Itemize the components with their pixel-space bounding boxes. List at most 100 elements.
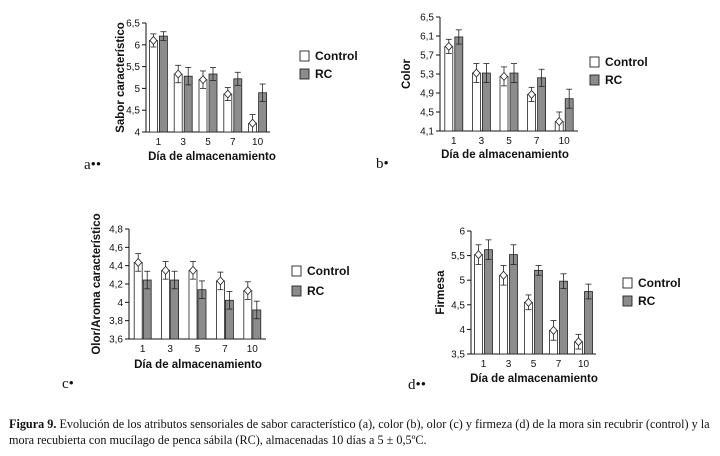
x-tick-label: 1 bbox=[140, 344, 146, 355]
x-tick-label: 3 bbox=[506, 359, 512, 370]
legend-swatch-rc bbox=[299, 68, 310, 80]
chart-panel-d: 3,5 4 4,5 5 5,5 6 1 3 5 7 10 Día de almacenamiento F… bbox=[408, 227, 681, 394]
bar-rc-5 bbox=[534, 269, 543, 355]
bar-rc-1 bbox=[158, 35, 168, 133]
x-tick-label: 1 bbox=[451, 136, 457, 147]
x-tick-label: 7 bbox=[230, 137, 236, 148]
legend-swatch-control bbox=[622, 277, 633, 289]
y-tick-label: 5 bbox=[459, 276, 465, 287]
bar-control-1 bbox=[148, 40, 158, 133]
x-tick-label: 10 bbox=[559, 136, 571, 147]
x-axis-label: Día de almacenamiento bbox=[148, 151, 276, 163]
y-axis-label: Color bbox=[401, 58, 413, 89]
legend-swatch-control bbox=[299, 50, 310, 62]
point-marker bbox=[444, 41, 453, 52]
bar-rc-1 bbox=[484, 249, 493, 355]
y-tick-label: 6 bbox=[459, 227, 465, 238]
point-marker bbox=[223, 89, 232, 99]
x-tick-label: 1 bbox=[156, 137, 162, 148]
caption-label: Figura 9. bbox=[9, 417, 57, 431]
y-tick-label: 6,1 bbox=[420, 32, 434, 43]
bar-rc-3 bbox=[509, 254, 518, 355]
legend-swatch-rc bbox=[622, 295, 633, 307]
legend-label-rc: RC bbox=[638, 294, 656, 308]
point-marker bbox=[216, 276, 225, 286]
point-marker bbox=[555, 116, 564, 127]
legend-swatch-rc bbox=[291, 285, 302, 297]
y-tick-label: 4,9 bbox=[420, 89, 434, 100]
point-marker bbox=[134, 257, 143, 268]
legend-label-control: Control bbox=[307, 264, 350, 278]
legend-label-control: Control bbox=[605, 55, 648, 69]
chart-panel-c: 3,6 3,8 4 4,2 4,4 4,6 4,8 1 3 5 7 10 Día de almacena… bbox=[62, 213, 350, 392]
caption-text: Evolución de los atributos sensoriales d… bbox=[9, 417, 710, 447]
point-marker bbox=[527, 89, 536, 100]
panel-letter: d•• bbox=[408, 377, 426, 393]
y-tick-label: 4,5 bbox=[126, 106, 140, 117]
bar-rc-10 bbox=[584, 291, 593, 355]
y-tick-label: 5 bbox=[134, 84, 140, 95]
y-axis-label: Olor/Aroma característico bbox=[91, 213, 103, 354]
x-axis-label: Día de almacenamiento bbox=[134, 359, 262, 371]
y-tick-label: 4,6 bbox=[109, 243, 123, 254]
x-axis-label: Día de almacenamiento bbox=[470, 373, 598, 385]
y-tick-label: 3,6 bbox=[109, 335, 123, 346]
y-tick-label: 5,5 bbox=[126, 62, 140, 73]
x-tick-label: 5 bbox=[506, 136, 512, 147]
y-tick-label: 6,5 bbox=[126, 19, 140, 30]
y-tick-label: 5,5 bbox=[451, 251, 465, 262]
bar-control-5 bbox=[188, 269, 198, 340]
legend-label-rc: RC bbox=[307, 284, 325, 298]
y-tick-label: 3,5 bbox=[451, 350, 465, 361]
x-tick-label: 10 bbox=[578, 359, 590, 370]
y-tick-label: 4,5 bbox=[451, 300, 465, 311]
legend-label-control: Control bbox=[638, 276, 681, 290]
x-tick-label: 3 bbox=[167, 344, 173, 355]
bar-control-3 bbox=[161, 269, 171, 340]
figure-caption: Figura 9. Evolución de los atributos sen… bbox=[9, 416, 715, 448]
point-marker bbox=[524, 297, 533, 307]
bar-rc-1 bbox=[454, 36, 464, 132]
legend-swatch-control bbox=[291, 265, 302, 277]
bar-rc-5 bbox=[208, 73, 218, 133]
point-marker bbox=[149, 35, 158, 46]
x-tick-label: 3 bbox=[180, 137, 186, 148]
y-axis-label: Sabor característico bbox=[115, 22, 127, 133]
y-tick-label: 4 bbox=[117, 298, 123, 309]
panel-letter: c• bbox=[62, 376, 74, 392]
y-tick-label: 6,5 bbox=[420, 13, 434, 24]
x-tick-label: 3 bbox=[479, 136, 485, 147]
legend: Control RC bbox=[622, 276, 681, 308]
y-tick-label: 5,3 bbox=[420, 70, 434, 81]
point-marker bbox=[574, 337, 583, 347]
y-tick-label: 4,2 bbox=[109, 280, 123, 291]
point-marker bbox=[248, 118, 257, 128]
point-marker bbox=[198, 75, 208, 85]
bar-control-1 bbox=[474, 254, 483, 355]
point-marker bbox=[549, 325, 558, 335]
y-tick-label: 6 bbox=[134, 40, 140, 51]
legend: Control RC bbox=[299, 49, 358, 81]
legend-label-control: Control bbox=[315, 49, 358, 63]
point-marker bbox=[499, 71, 509, 81]
x-tick-label: 5 bbox=[205, 137, 211, 148]
x-tick-label: 5 bbox=[195, 344, 201, 355]
legend-label-rc: RC bbox=[605, 73, 623, 87]
x-axis-label: Día de almacenamiento bbox=[441, 149, 569, 161]
point-marker bbox=[188, 265, 198, 275]
legend: Control RC bbox=[589, 55, 648, 87]
point-marker bbox=[161, 265, 170, 275]
bar-rc-7 bbox=[559, 280, 568, 355]
y-tick-label: 4 bbox=[459, 325, 465, 336]
point-marker bbox=[174, 69, 183, 79]
y-tick-label: 3,8 bbox=[109, 316, 123, 327]
bar-control-3 bbox=[499, 274, 508, 355]
point-marker bbox=[499, 270, 508, 280]
x-tick-label: 10 bbox=[252, 137, 264, 148]
y-tick-label: 5,7 bbox=[420, 51, 434, 62]
point-marker bbox=[243, 285, 252, 296]
bar-control-1 bbox=[133, 262, 143, 340]
y-tick-label: 4,1 bbox=[420, 127, 434, 138]
x-tick-label: 5 bbox=[531, 359, 537, 370]
